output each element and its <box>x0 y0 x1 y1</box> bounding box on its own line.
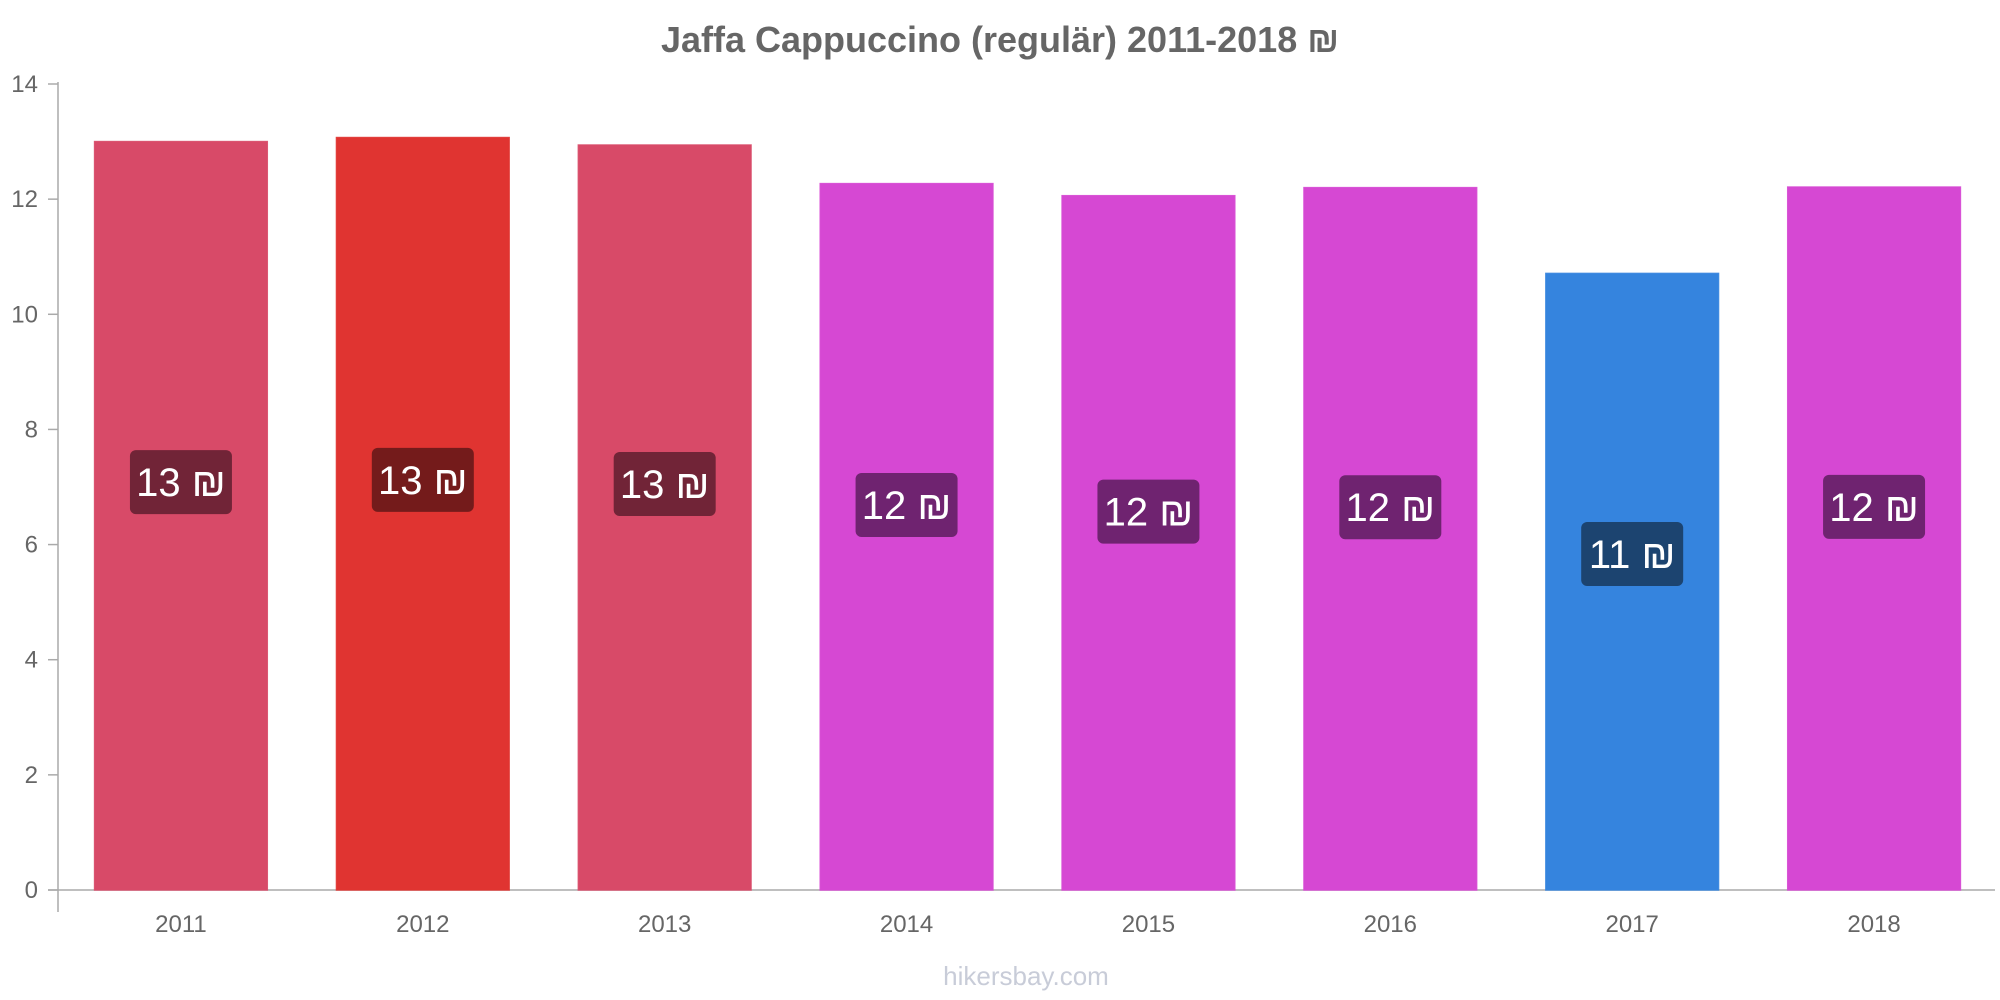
y-tick-label: 2 <box>25 762 38 789</box>
y-tick-label: 12 <box>11 186 38 213</box>
data-label: 11 ₪ <box>1589 533 1676 577</box>
data-label: 13 ₪ <box>620 463 710 507</box>
data-label: 12 ₪ <box>862 484 952 528</box>
x-tick-label: 2018 <box>1847 911 1900 938</box>
y-tick-label: 14 <box>11 71 38 98</box>
watermark: hikersbay.com <box>943 961 1109 991</box>
chart-title: Jaffa Cappuccino (regulär) 2011-2018 ₪ <box>661 19 1339 60</box>
bar-2013 <box>577 144 752 891</box>
data-label-box <box>371 447 474 512</box>
data-label: 12 ₪ <box>1346 486 1436 530</box>
data-label-box <box>855 473 958 538</box>
bar-2011 <box>93 140 269 891</box>
y-tick-label: 8 <box>25 416 38 443</box>
x-tick-label: 2015 <box>1122 911 1175 938</box>
data-label-box <box>1823 474 1926 539</box>
data-label: 12 ₪ <box>1829 486 1919 530</box>
x-axis-ticks: 2011 2012 2013 2014 2015 2016 2017 2018 <box>155 911 1901 938</box>
bars-group: 13 ₪ 13 ₪ 13 ₪ 12 ₪ 12 ₪ 12 ₪ 11 ₪ 12 ₪ <box>93 136 1962 891</box>
x-tick-label: 2014 <box>880 911 933 938</box>
data-label-box <box>1097 479 1200 544</box>
x-tick-label: 2011 <box>155 911 207 938</box>
x-tick-label: 2013 <box>638 911 691 938</box>
data-label: 12 ₪ <box>1104 491 1194 535</box>
data-label-box <box>613 451 716 516</box>
data-label-box <box>1339 475 1442 540</box>
y-tick-label: 6 <box>25 532 38 559</box>
x-tick-label: 2016 <box>1364 911 1417 938</box>
y-axis-ticks: 0 2 4 6 8 10 12 14 <box>11 71 58 904</box>
data-label-box <box>129 450 232 515</box>
y-tick-label: 4 <box>25 647 38 674</box>
bar-2012 <box>335 136 510 891</box>
data-label: 13 ₪ <box>378 459 468 503</box>
data-label: 13 ₪ <box>136 461 226 505</box>
x-tick-label: 2017 <box>1605 911 1658 938</box>
data-label-box <box>1581 521 1684 586</box>
y-tick-label: 0 <box>25 877 38 904</box>
y-tick-label: 10 <box>11 301 38 328</box>
x-tick-label: 2012 <box>396 911 449 938</box>
